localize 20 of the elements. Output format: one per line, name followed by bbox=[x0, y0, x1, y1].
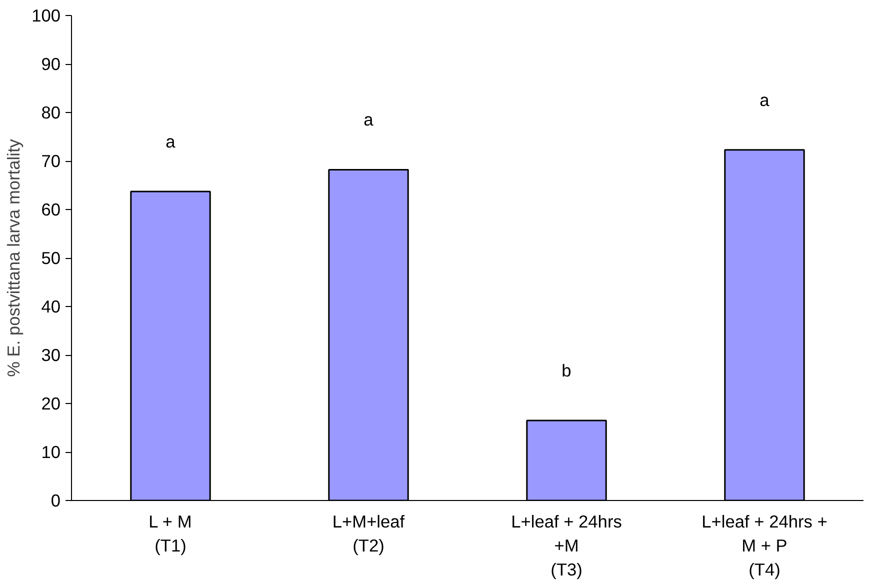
annotation: a bbox=[364, 110, 374, 130]
y-tick-label: 0 bbox=[50, 490, 61, 510]
x-tick-label: L+M+leaf (T2) bbox=[332, 512, 405, 556]
y-tick-label: 50 bbox=[41, 248, 61, 268]
y-tick-label: 10 bbox=[41, 442, 61, 462]
y-axis-title: % E. postvittana larva mortality bbox=[4, 138, 24, 377]
y-tick-label: 20 bbox=[41, 394, 61, 414]
annotation: b bbox=[562, 360, 572, 380]
y-tick-label: 30 bbox=[41, 345, 61, 365]
y-tick-label: 40 bbox=[41, 296, 61, 316]
y-tick-label: 70 bbox=[41, 151, 61, 171]
y-tick-label: 100 bbox=[32, 6, 61, 26]
x-tick-label: L + M (T1) bbox=[148, 512, 192, 556]
y-tick-label: 80 bbox=[41, 102, 61, 122]
annotation: a bbox=[166, 132, 176, 152]
y-tick-label: 90 bbox=[41, 54, 61, 74]
annotation: a bbox=[760, 90, 770, 110]
x-tick-label: L+leaf + 24hrs + M + P (T4) bbox=[702, 512, 828, 580]
x-tick-label: L+leaf + 24hrs +M (T3) bbox=[511, 512, 622, 580]
y-tick-label: 60 bbox=[41, 200, 61, 220]
